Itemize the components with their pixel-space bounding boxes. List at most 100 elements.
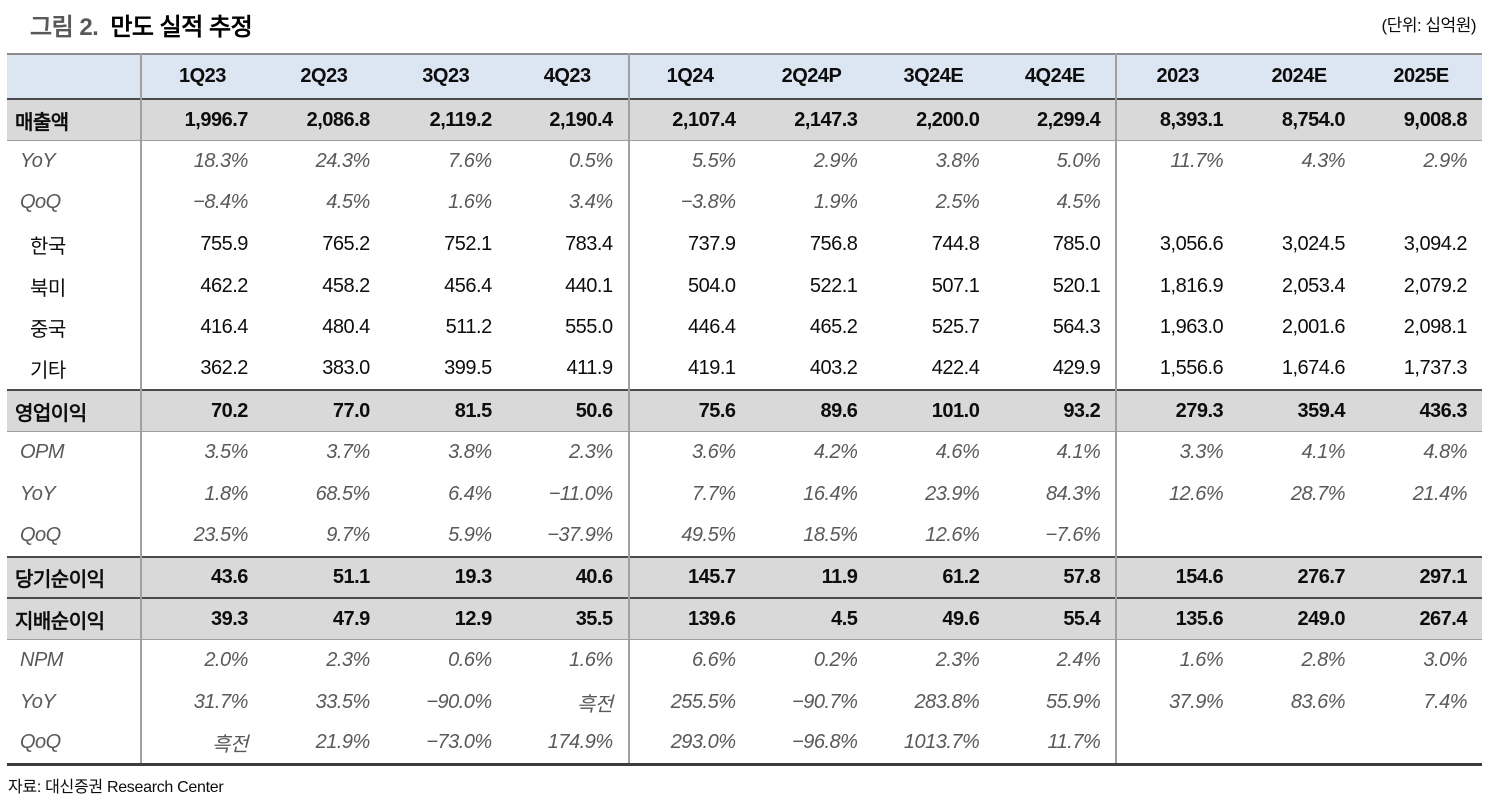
table-cell: 23.9% <box>925 482 980 505</box>
table-row: QoQ 흑전 21.9% −73.0% 174.9% 293.0% −96.8% 1013.7… <box>7 722 1482 765</box>
table-cell: 18.5% <box>803 523 858 546</box>
table-cell: 84.3% <box>994 473 1118 515</box>
unit-note: (단위: 십억원) <box>1381 16 1477 35</box>
table-cell: 249.0 <box>1297 607 1346 630</box>
table-cell: −11.0% <box>506 473 630 515</box>
table-cell: 2.9% <box>1423 150 1467 173</box>
table-row: OPM 3.5% 3.7% 3.8% 2.3% 3.6% 4.2% 4.6% 4.1% 3.3% 4… <box>7 431 1482 474</box>
table-cell: 429.9 <box>994 348 1118 391</box>
table-cell: 462.2 <box>200 274 248 297</box>
column-header-2q23: 2Q23 <box>300 65 348 87</box>
table-cell: 4.5% <box>994 182 1118 224</box>
table-cell: 1,737.3 <box>1403 357 1468 380</box>
column-header-1q24: 1Q24 <box>666 65 714 87</box>
table-cell: 403.2 <box>809 357 858 380</box>
table-row: NPM 2.0% 2.3% 0.6% 1.6% 6.6% 0.2% 2.3% 2.4% 1.6% 2… <box>7 639 1482 682</box>
table-cell <box>1360 515 1482 557</box>
table-cell: 9.7% <box>326 523 370 546</box>
table-row: YoY 18.3% 24.3% 7.6% 0.5% 5.5% 2.9% 3.8% 5.0% 11.… <box>7 140 1482 183</box>
corner-cell <box>7 54 142 99</box>
table-cell: 465.2 <box>809 316 858 339</box>
table-cell: 279.3 <box>1175 399 1224 422</box>
table-cell: 81.5 <box>454 399 492 422</box>
source-note: 자료: 대신증권 Research Center <box>8 779 224 796</box>
table-cell: 50.6 <box>506 390 630 432</box>
table-cell: −73.0% <box>426 731 492 754</box>
table-row: 지배순이익 39.3 47.9 12.9 35.5 139.6 4.5 49.6 55.4 135… <box>7 598 1482 640</box>
table-cell: 4.1% <box>994 431 1118 474</box>
table-cell <box>1238 723 1360 765</box>
table-cell: 1,674.6 <box>1281 357 1346 380</box>
row-label: YoY <box>7 473 142 515</box>
table-cell: 419.1 <box>687 357 736 380</box>
page-title: 그림 2. 만도 실적 추정 <box>30 7 253 42</box>
table-cell: 154.6 <box>1175 565 1224 588</box>
table-cell: 3.8% <box>935 150 980 173</box>
table-cell <box>1116 723 1238 765</box>
table-cell: 18.3% <box>193 150 249 173</box>
table-cell: 1,556.6 <box>1159 357 1224 380</box>
table-cell: 2.8% <box>1301 649 1346 672</box>
table-cell: −96.8% <box>792 731 858 754</box>
table-cell: 564.3 <box>994 306 1118 349</box>
column-header-2023: 2023 <box>1156 65 1199 87</box>
table-row: 북미 462.2 458.2 456.4 440.1 504.0 522.1 507.1 520… <box>7 265 1482 307</box>
table-cell: 752.1 <box>444 233 492 256</box>
table-cell: 440.1 <box>506 265 630 307</box>
table-cell: 3,024.5 <box>1281 233 1346 256</box>
table-cell: 3.6% <box>691 441 736 464</box>
row-label: QoQ <box>7 182 142 224</box>
table-cell: 446.4 <box>687 316 736 339</box>
table-cell: 504.0 <box>687 274 736 297</box>
table-cell: 525.7 <box>931 316 980 339</box>
table-cell: 411.9 <box>506 348 630 391</box>
table-cell: 7.7% <box>691 482 736 505</box>
table-cell: 57.8 <box>994 556 1118 599</box>
table-cell: 2,147.3 <box>794 108 858 131</box>
table-cell: 3.7% <box>326 441 370 464</box>
table-cell: 2,079.2 <box>1403 274 1468 297</box>
table-cell: 1.8% <box>204 482 248 505</box>
table-cell: 456.4 <box>444 274 492 297</box>
table-cell: 1.6% <box>506 639 630 682</box>
table-cell: 19.3 <box>454 565 492 588</box>
column-header-4q24e: 4Q24E <box>994 54 1118 99</box>
row-label: 한국 <box>7 223 142 266</box>
table-cell: 2,053.4 <box>1281 274 1346 297</box>
table-cell: 737.9 <box>687 233 736 256</box>
table-cell: 21.9% <box>315 731 371 754</box>
table-row: 한국 755.9 765.2 752.1 783.4 737.9 756.8 744.8 785… <box>7 223 1482 266</box>
table-cell: 2.5% <box>935 191 980 214</box>
column-header-3q23: 3Q23 <box>422 65 470 87</box>
figure-number-label: 그림 2. <box>30 14 99 41</box>
table-cell: −37.9% <box>506 514 630 557</box>
table-cell: 2,001.6 <box>1281 316 1346 339</box>
table-header-row: 1Q23 2Q23 3Q23 4Q23 1Q24 2Q24P 3Q24E 4Q24E 2023 2… <box>7 54 1482 99</box>
table-cell: 399.5 <box>444 357 492 380</box>
table-cell: 276.7 <box>1297 565 1346 588</box>
row-label: YoY <box>7 140 142 183</box>
table-cell: 422.4 <box>931 357 980 380</box>
table-cell: 75.6 <box>698 399 736 422</box>
table-cell <box>1238 515 1360 557</box>
table-cell: 359.4 <box>1297 399 1346 422</box>
table-cell: 785.0 <box>994 223 1118 266</box>
table-cell: 40.6 <box>506 556 630 599</box>
table-cell: 3,094.2 <box>1403 233 1468 256</box>
table-cell: 436.3 <box>1419 399 1467 422</box>
table-cell: 416.4 <box>200 316 248 339</box>
table-cell: 783.4 <box>506 223 630 266</box>
table-cell: 145.7 <box>687 565 736 588</box>
table-cell: 0.2% <box>813 649 858 672</box>
table-cell: 55.9% <box>994 681 1118 723</box>
table-cell: 511.2 <box>445 316 493 339</box>
table-cell: −90.0% <box>426 690 492 713</box>
table-row: QoQ 23.5% 9.7% 5.9% −37.9% 49.5% 18.5% 12.6% −7.… <box>7 514 1482 557</box>
column-header-1q23: 1Q23 <box>178 65 226 87</box>
table-cell: 5.0% <box>994 140 1118 183</box>
table-cell: 362.2 <box>200 357 248 380</box>
row-label: 영업이익 <box>7 390 142 432</box>
table-cell: 12.9 <box>454 607 492 630</box>
table-cell: 2,190.4 <box>506 99 630 141</box>
table-cell: 0.5% <box>506 140 630 183</box>
